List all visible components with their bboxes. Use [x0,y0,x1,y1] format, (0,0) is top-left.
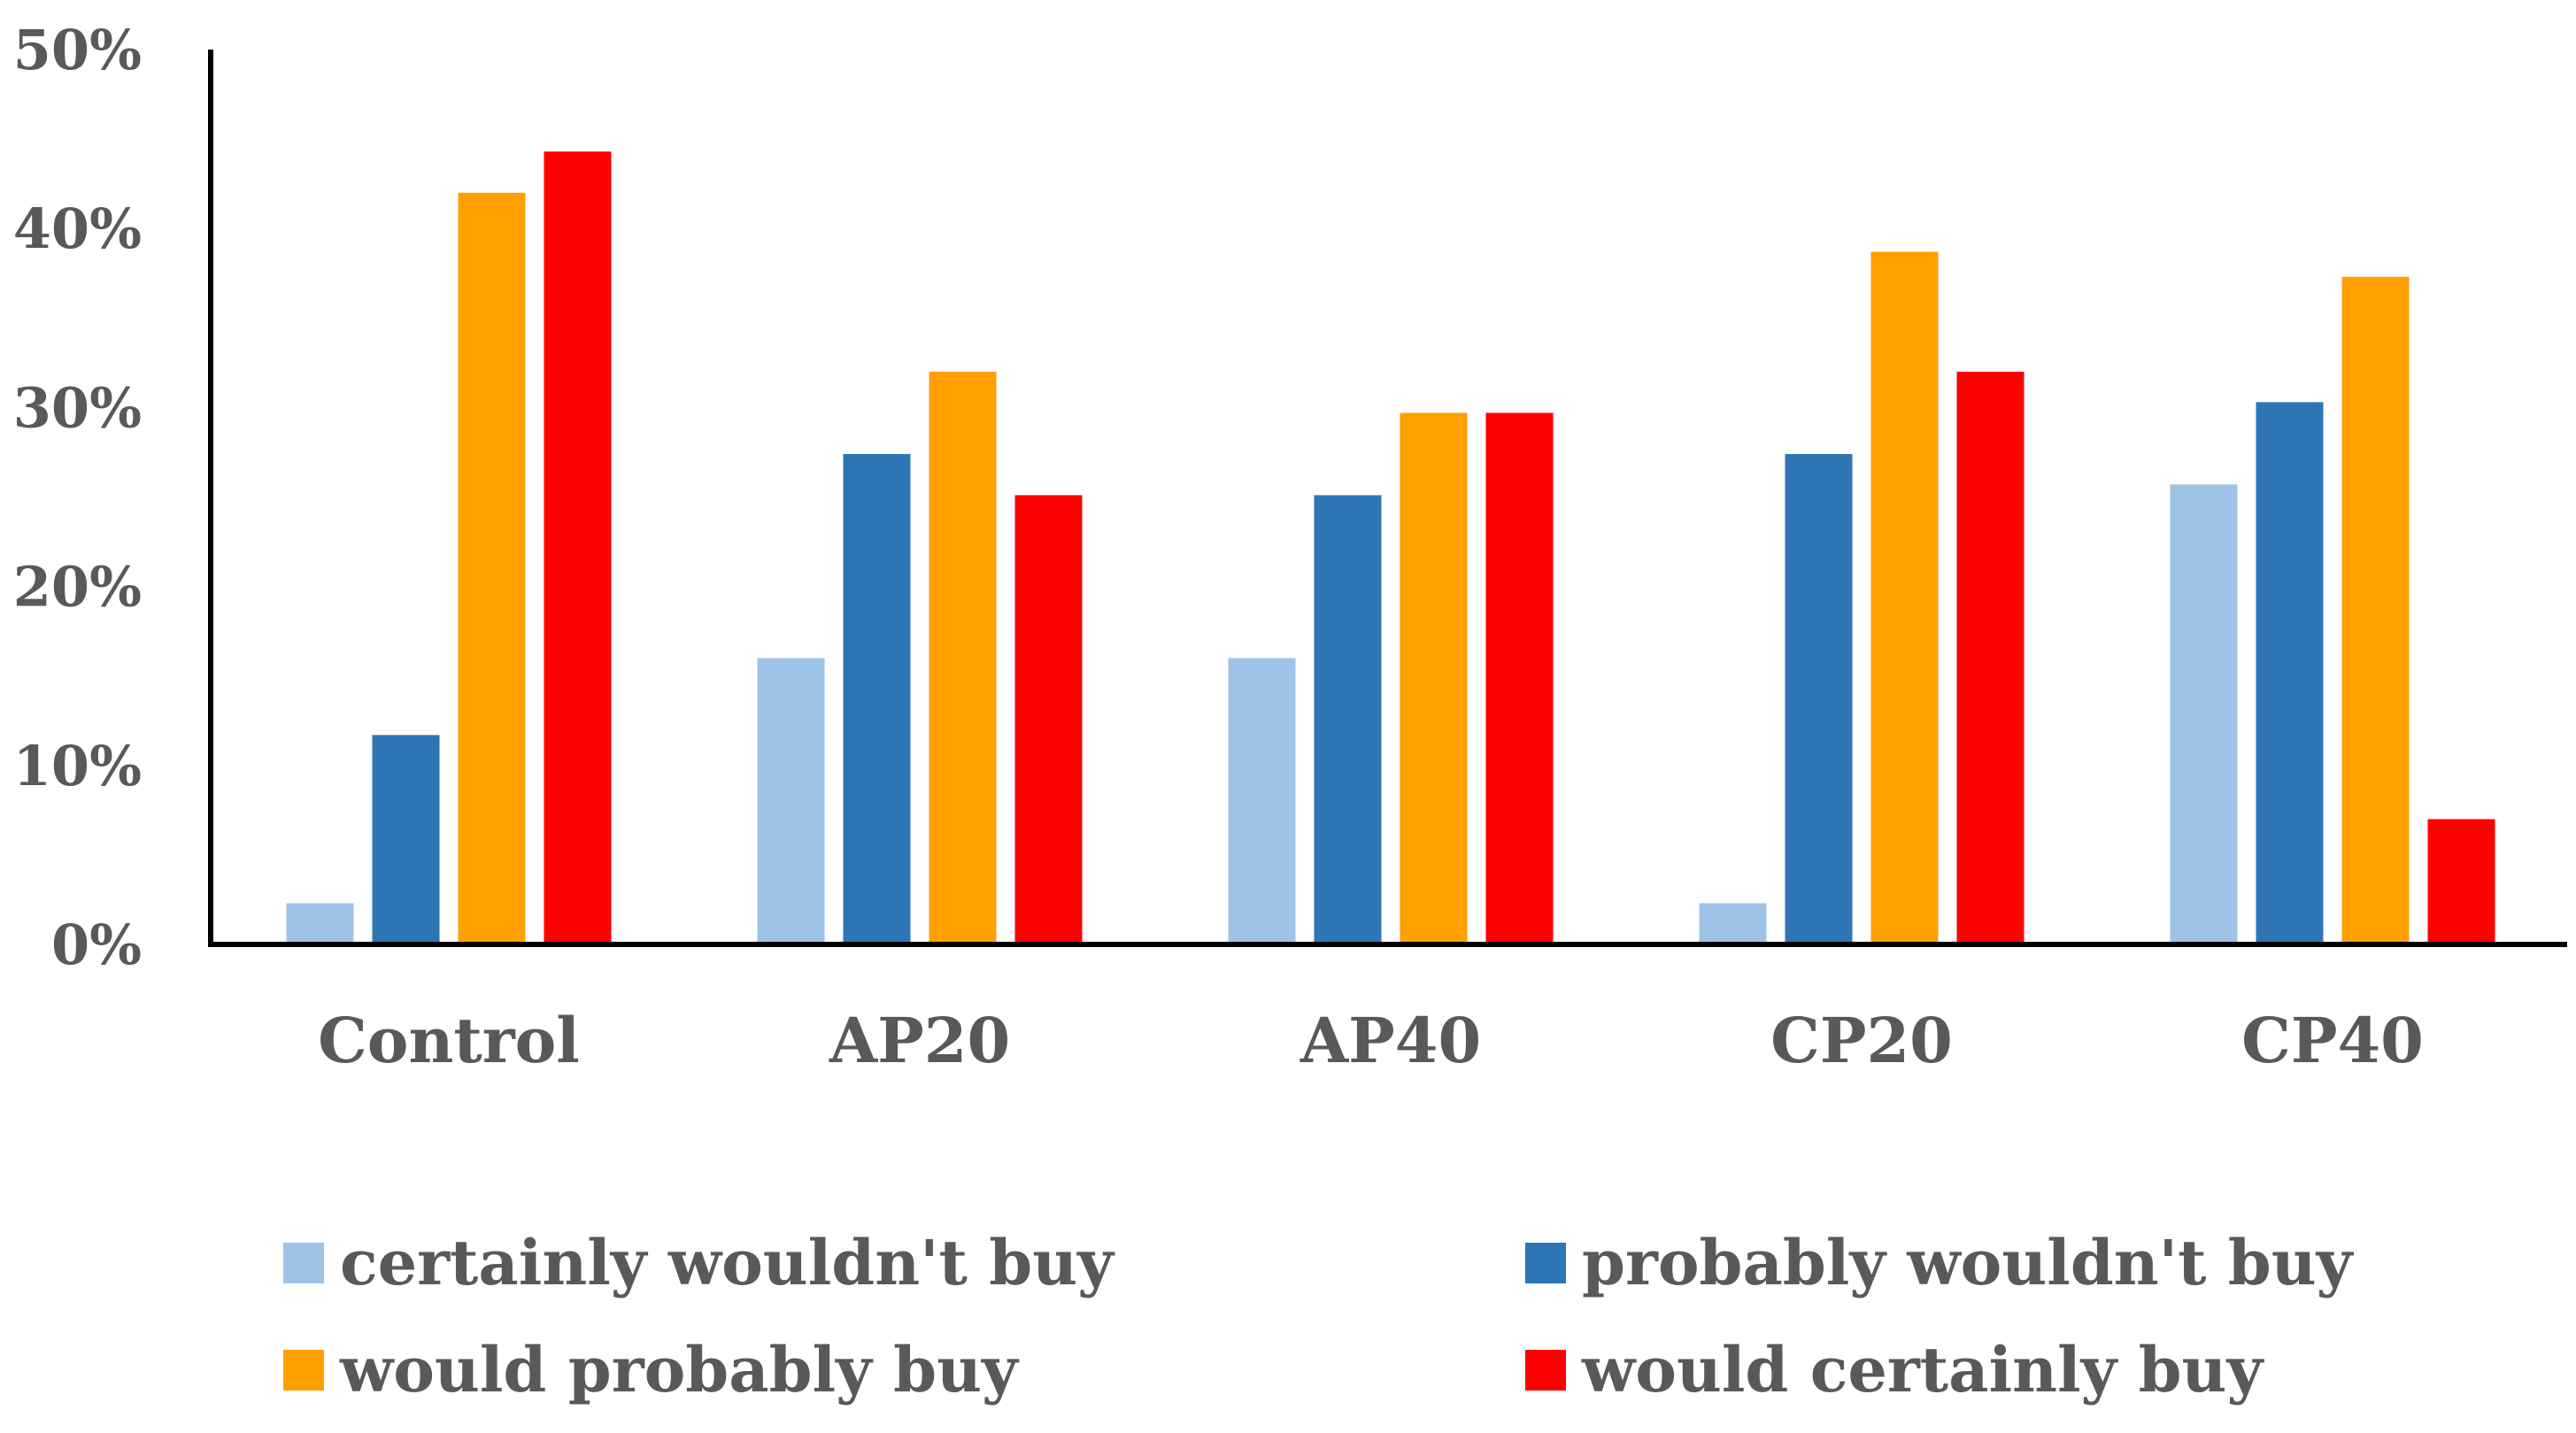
y-tick-label: 40% [13,196,142,261]
x-category-label: Control [318,1004,580,1077]
legend-label: would probably buy [339,1333,1020,1406]
y-tick-label: 20% [13,555,142,620]
legend-label: probably wouldn't buy [1582,1226,2355,1299]
legend-swatch [283,1243,324,1283]
bar-ap20-series-1 [757,658,825,944]
bars [286,151,2495,945]
bar-ap40-series-2 [1314,495,1382,944]
y-axis-ticks: 0% 10% 20% 30% 40% 50% [13,18,142,977]
bar-cp40-series-4 [2427,819,2495,944]
bar-ap20-series-2 [843,453,911,944]
legend: certainly wouldn't buy probably wouldn't … [283,1226,2355,1406]
bar-ap20-series-3 [929,371,997,945]
bar-control-series-3 [458,192,526,944]
bar-ap20-series-4 [1014,495,1083,944]
legend-swatch [1525,1350,1566,1391]
bar-control-series-1 [286,903,354,944]
bar-cp40-series-3 [2341,276,2410,944]
legend-swatch [1525,1243,1566,1283]
x-category-label: CP40 [2241,1004,2424,1077]
y-tick-label: 10% [13,734,142,798]
x-category-label: CP20 [1770,1004,1953,1077]
bar-cp40-series-2 [2256,402,2324,945]
bar-control-series-4 [544,151,612,944]
y-tick-label: 50% [13,18,142,82]
y-tick-label: 30% [13,375,142,440]
x-axis-categories: Control AP20 AP40 CP20 CP40 [318,1004,2424,1077]
x-category-label: AP40 [1300,1004,1481,1077]
legend-label: certainly wouldn't buy [340,1226,1115,1299]
bar-cp20-series-3 [1870,251,1939,945]
bar-ap40-series-3 [1400,412,1468,944]
bar-cp40-series-1 [2170,484,2238,944]
bar-ap40-series-4 [1485,412,1554,944]
bar-cp20-series-1 [1699,903,1767,944]
bar-control-series-2 [372,735,440,944]
bar-cp20-series-2 [1785,453,1853,944]
bar-ap40-series-1 [1228,658,1296,944]
bar-cp20-series-4 [1956,371,2025,945]
y-tick-label: 0% [51,913,142,977]
legend-label: would certainly buy [1581,1333,2264,1406]
x-category-label: AP20 [829,1004,1010,1077]
legend-swatch [283,1350,324,1391]
